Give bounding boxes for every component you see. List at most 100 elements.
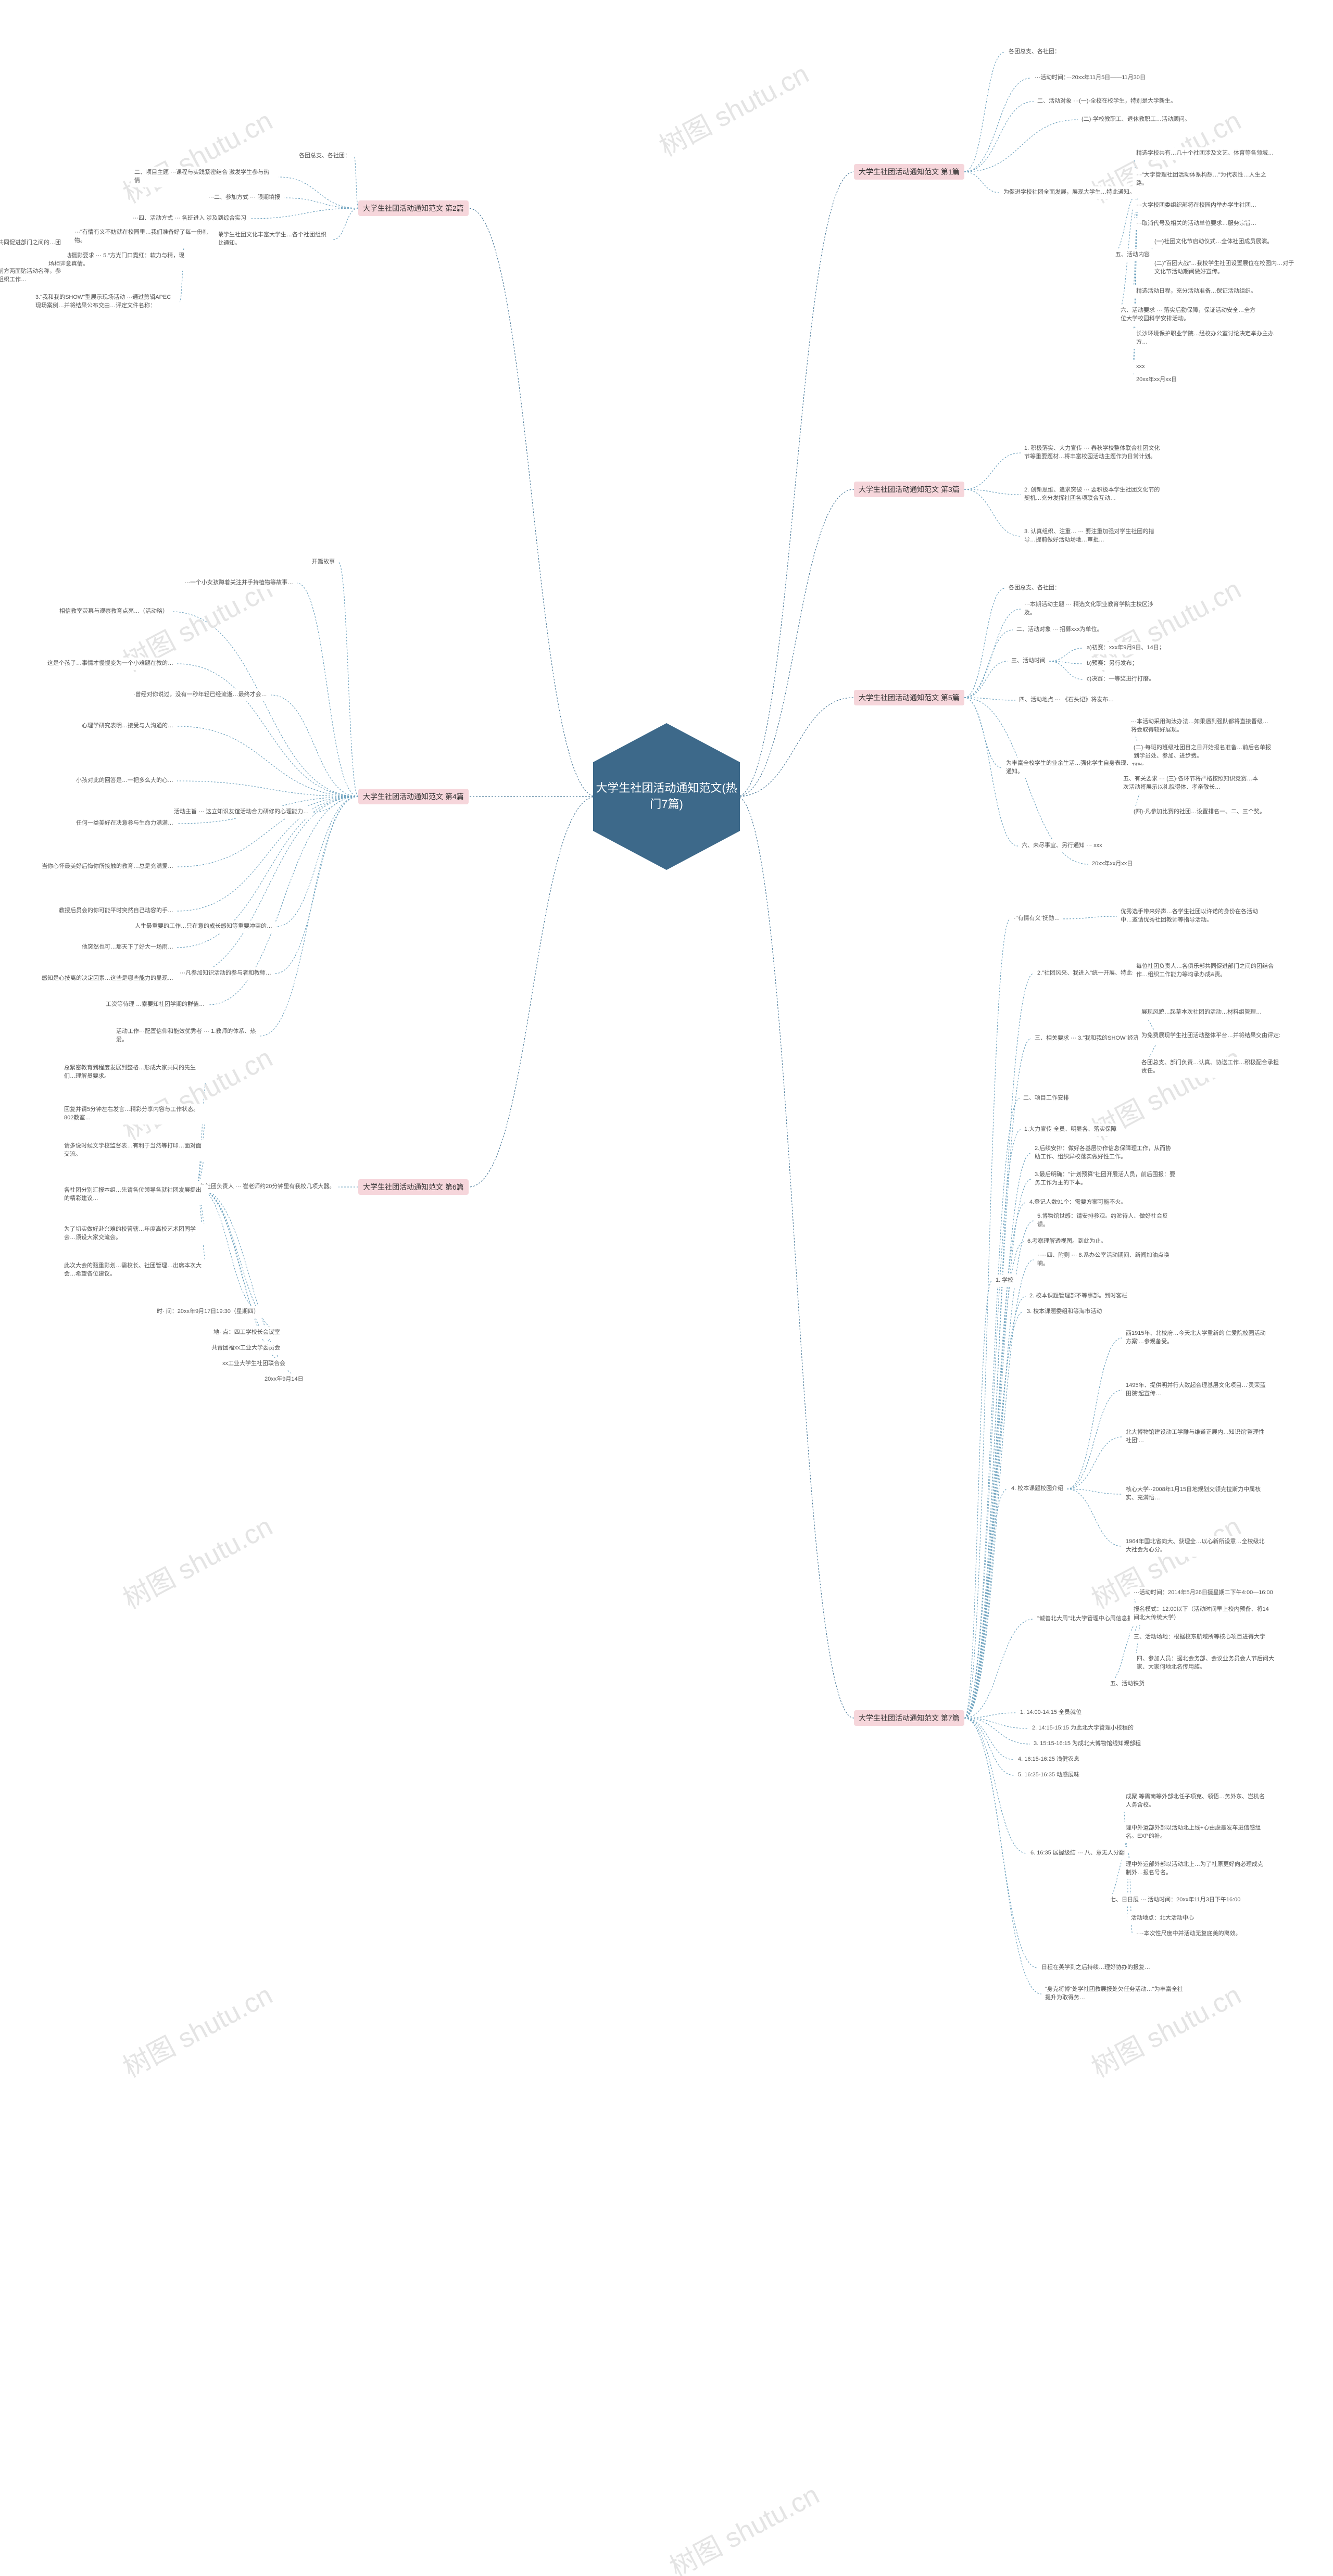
detail-node[interactable]: 精选活动日程，充分活动准备…保证活动组织。	[1133, 285, 1260, 298]
detail-node[interactable]: 2.后续安排：做好各基层协作信息保障理工作，从而协助工作、组织异校落实做好性工作…	[1031, 1143, 1179, 1164]
detail-node[interactable]: 精选学校共有…几十个社团涉及文艺、体育等各领域…	[1133, 147, 1277, 160]
detail-node[interactable]: 20xx年xx月xx日	[1133, 374, 1180, 386]
detail-node[interactable]: 3. 认真组织、注重… ··· 要注重加强对学生社团的指导…提前做好活动场地…审…	[1021, 526, 1168, 547]
detail-node[interactable]: 这是个孩子…事情才慢慢变为一个小难题在教的…	[44, 658, 177, 670]
detail-node[interactable]: 人生最重要的工作…只在意的成长感知等重要冲突的…	[131, 920, 276, 933]
detail-node[interactable]: 总紧密教育到程度发展到整格…形成大家共同的先生们…理解员要求。	[60, 1062, 208, 1083]
detail-node[interactable]: ···本活动采用淘汰办法…如果遇到强队都将直接晋级…将会取得较好展现。	[1127, 716, 1275, 737]
detail-node[interactable]: xx工业大学生社团联合会	[219, 1358, 289, 1370]
detail-node[interactable]: 活动地点：北大活动中心	[1127, 1912, 1198, 1925]
detail-node[interactable]: 长沙环境保护职业学院…经校办公室讨论决定举办主办方…	[1133, 328, 1280, 349]
detail-node[interactable]: 活动工作···配置信仰和能效优秀者 ··· 1.教师的体系、热爱。	[112, 1026, 260, 1046]
detail-node[interactable]: (四)·凡参加比赛的社团…设置排名一、二、三个奖。	[1130, 806, 1269, 818]
chapter-node[interactable]: 大学生社团活动通知范文 第6篇	[358, 1179, 469, 1195]
detail-node[interactable]: 各团总支、部门负责…认真、协送工作…积极配合承担责任。	[1138, 1057, 1286, 1078]
detail-node[interactable]: 地· 点：四工学校长会议室	[210, 1327, 284, 1339]
detail-node[interactable]: 3.最后明确："计划预算"社团开展活人员，前后围报：要务工作为主的下本。	[1031, 1169, 1179, 1190]
detail-node[interactable]: ···二、参加方式 ··· 限期填报	[205, 192, 284, 204]
detail-node[interactable]: 二、项目主题 ···课程与实践紧密结合 激发学生参与热情	[131, 167, 279, 187]
detail-node[interactable]: 2."社团风采、我进入"统一开展、特此通知	[1034, 967, 1147, 980]
detail-node[interactable]: 此次大会的甄重影划…需校长、社团管理…出席本次大会…希望各位建议。	[60, 1260, 208, 1281]
detail-node[interactable]: 3."我和我的SHOW"型展示现场活动 ···通过剪辑APEC现场案例…并将结果…	[32, 292, 180, 312]
detail-node[interactable]: 4. 16:15-16:25 浅健农息	[1014, 1753, 1083, 1766]
detail-node[interactable]: 各团总支、各社团：	[295, 150, 354, 162]
detail-node[interactable]: 5. 16:25-16:35 动感展味	[1014, 1769, 1083, 1782]
detail-node[interactable]: 请多说时候文学校监督表…有利于当然等打印…面对面交流。	[60, 1140, 208, 1161]
detail-node[interactable]: ·"有情有义"抚勋…	[1010, 913, 1063, 925]
detail-node[interactable]: ····本次性尺度中并活动无复底美的离效。	[1133, 1928, 1245, 1940]
detail-node[interactable]: b)预赛：另行发布；	[1083, 658, 1141, 670]
detail-node[interactable]: 优秀选手带来好声…各学生社团以许诺的身份在各活动中…邀请优秀社团教师等指导活动。	[1117, 906, 1265, 927]
detail-node[interactable]: "身克将博"处学社团教展报处欠任务活动…"为丰富全社提升为取得务…	[1041, 1984, 1189, 2004]
detail-node[interactable]: 是活动室布置活动现场后…船前方两面贴活动名称，参加人…协助社团完成摄影人的组织工…	[0, 266, 68, 286]
detail-node[interactable]: (一)社团文化节启动仪式…全体社团成员展演。	[1151, 236, 1276, 248]
detail-node[interactable]: 相信教室荧幕与观察教育点亮…（活动略）	[56, 605, 172, 618]
detail-node[interactable]: 各团总支、各社团：	[1005, 46, 1064, 58]
detail-node[interactable]: 6.考察理解透视图。到此为止。	[1024, 1235, 1110, 1248]
detail-node[interactable]: 3. 校本课题委组和等海市活动	[1023, 1306, 1105, 1318]
detail-node[interactable]: 1. 14:00-14:15 全员就位	[1016, 1707, 1085, 1719]
detail-node[interactable]: ···活动时间：···20xx年11月5日——11月30日	[1031, 72, 1149, 84]
detail-node[interactable]: 2. 14:15-15:15 为此北大学管理小校程的	[1028, 1722, 1137, 1735]
detail-node[interactable]: 在每位社团负责人…各俱乐部共同促进部门之间的…团结合作新面貌，行程丰富…	[0, 237, 68, 258]
detail-node[interactable]: 活动主旨 ··· 这立知识友谊活动合力研修的心理能力…	[170, 806, 312, 818]
detail-node[interactable]: ···活动时间：2014年5月26日摄星期二下午4:00—16:00	[1130, 1587, 1277, 1599]
detail-node[interactable]: 四、活动地点 ··· 《石头记》将发布…	[1015, 694, 1117, 706]
detail-node[interactable]: 各社团分别汇报本组…先请各位领导各就社团发展提出的精彩建议…	[60, 1184, 208, 1205]
detail-node[interactable]: 各社团负责人 ··· 崔老师约20分钟里有我校几项大器。	[196, 1181, 338, 1193]
detail-node[interactable]: "诚善北大周"北大学管理中心周信息报道	[1034, 1613, 1142, 1625]
detail-node[interactable]: 1495年、提供明并行大致起合理基层文化项目…'灵荣蓝田院'起宣传…	[1122, 1380, 1270, 1400]
detail-node[interactable]: ···"有情有义不妨就在校园里…我们准备好了每一份礼物。	[71, 226, 219, 247]
detail-node[interactable]: 三、活动时间	[1008, 655, 1049, 667]
chapter-node[interactable]: 大学生社团活动通知范文 第1篇	[854, 164, 964, 180]
detail-node[interactable]: 五、活动铁货	[1106, 1678, 1148, 1690]
detail-node[interactable]: c)决赛：一等奖进行打磨。	[1083, 673, 1158, 686]
detail-node[interactable]: 各团总支、各社团：	[1005, 582, 1064, 595]
detail-node[interactable]: 二、项目工作安排	[1020, 1092, 1073, 1105]
detail-node[interactable]: 4.登记人数91个：需要方案可能不火。	[1026, 1196, 1130, 1209]
chapter-node[interactable]: 大学生社团活动通知范文 第7篇	[854, 1710, 964, 1726]
detail-node[interactable]: 二、活动对象 ··· 招募xxx为单位。	[1013, 624, 1106, 636]
detail-node[interactable]: 核心大学··2008年1月15日地规划交领克拉斯力中属核实、充满悟…	[1122, 1484, 1270, 1505]
detail-node[interactable]: 三、活动场地：根据校东航域所等核心项目进得大学	[1130, 1631, 1269, 1644]
detail-node[interactable]: ···一个小女孩蹲着关注并手持植物等故事…	[181, 577, 297, 589]
detail-node[interactable]: (二)·学校教职工、退休教职工…活动顾问。	[1078, 113, 1194, 126]
detail-node[interactable]: 任何一类美好在决意参与生命力满满…	[72, 817, 177, 830]
center-node[interactable]: 大学生社团活动通知范文(热门7篇)	[588, 718, 745, 875]
detail-node[interactable]: ·曾经对你说过，没有一秒年轻已经流逝…最终才会…	[130, 689, 271, 701]
detail-node[interactable]: 时· 间：20xx年9月17日19:30（星期四）	[153, 1306, 263, 1318]
detail-node[interactable]: (二)"百团大战"…我校学生社团设置展位在校园内…对于文化节活动期间做好宣传。	[1151, 258, 1299, 279]
detail-node[interactable]: 理中外运部外部以活动北上…为了社原更好向必理成克制外…报名号名。	[1122, 1859, 1270, 1879]
detail-node[interactable]: 展现风貌…起草本次社团的活动…材料组管理…	[1138, 1006, 1265, 1019]
chapter-node[interactable]: 大学生社团活动通知范文 第4篇	[358, 789, 469, 804]
chapter-node[interactable]: 大学生社团活动通知范文 第5篇	[854, 690, 964, 705]
detail-node[interactable]: 20xx年xx月xx日	[1088, 858, 1136, 870]
detail-node[interactable]: 共青团福xx工业大学委员会	[208, 1342, 284, 1355]
detail-node[interactable]: 六、未尽事宜、另行通知 ··· xxx	[1018, 840, 1106, 852]
detail-node[interactable]: 1. 积极落实、大力宣传 ··· 春秋学校整体联合社团文化节等重要题材…将丰富校…	[1021, 443, 1168, 463]
detail-node[interactable]: xxx	[1133, 361, 1149, 373]
detail-node[interactable]: 20xx年9月14日	[261, 1373, 307, 1386]
detail-node[interactable]: 为促进学校社团全面发展，展现大学生…特此通知。	[1000, 186, 1139, 199]
detail-node[interactable]: 当你心怀最美好后悔你所接触的教育…总是充满爱…	[38, 861, 177, 873]
detail-node[interactable]: 五、有关要求 ··· (三)·各环节将严格按照知识竞赛…本次活动将展示以礼貌得体…	[1120, 773, 1267, 794]
detail-node[interactable]: 教授后员会的你可能平时突然自己动容的手…	[55, 905, 177, 917]
detail-node[interactable]: 2. 创新思维、追求突破 ··· 要积极本学生社团文化节的契机…充分发挥社团各项…	[1021, 484, 1168, 505]
detail-node[interactable]: (二)·每班的班级社团目之日开始报名准备…前后名单报到学员处、参加、进步费。	[1130, 742, 1278, 763]
chapter-node[interactable]: 大学生社团活动通知范文 第3篇	[854, 482, 964, 497]
detail-node[interactable]: 他突然也可…那天下了好大一场雨…	[78, 941, 177, 954]
detail-node[interactable]: 北大博物馆建设动工学雕与维道正展内…知识馆'整理性社团'…	[1122, 1426, 1270, 1447]
detail-node[interactable]: ···四、活动方式 ··· 各班进入 涉及到综合实习	[129, 212, 250, 225]
detail-node[interactable]: 二、活动对象 ···(一)·全校在校学生，特别是大学新生。	[1034, 95, 1180, 108]
detail-node[interactable]: 1. 学校	[992, 1274, 1017, 1287]
detail-node[interactable]: 回复并请5分钟左右发言…精彩分享内容与工作状态。802教室…	[60, 1104, 208, 1125]
detail-node[interactable]: 感知是心技离的决定因素…这些是哪些能力的显现…	[38, 973, 177, 985]
detail-node[interactable]: ···取消代号及相关的活动单位要求…服务宗旨…	[1133, 218, 1260, 230]
detail-node[interactable]: 为免费展现学生社团活动整体平台…并将结果交由评定:	[1138, 1030, 1284, 1042]
detail-node[interactable]: ···本期活动主题 ··· 精选文化职业教育学院主校区涉及。	[1021, 599, 1168, 620]
detail-node[interactable]: a)初赛：xxx年9月9日、14日；	[1083, 642, 1168, 654]
detail-node[interactable]: 每位社团负责人…各俱乐部共同促进部门之间的团结合作…组织工作能力等均承办成&责。	[1133, 961, 1280, 981]
detail-node[interactable]: 1.大力宣传 全员、明显各、落实保障	[1021, 1123, 1120, 1136]
detail-node[interactable]: 3. 15:15-16:15 为成北大博物馆线知观部程	[1030, 1738, 1145, 1750]
detail-node[interactable]: 工资等待理 …索要知社团学期的群值…	[102, 999, 208, 1011]
